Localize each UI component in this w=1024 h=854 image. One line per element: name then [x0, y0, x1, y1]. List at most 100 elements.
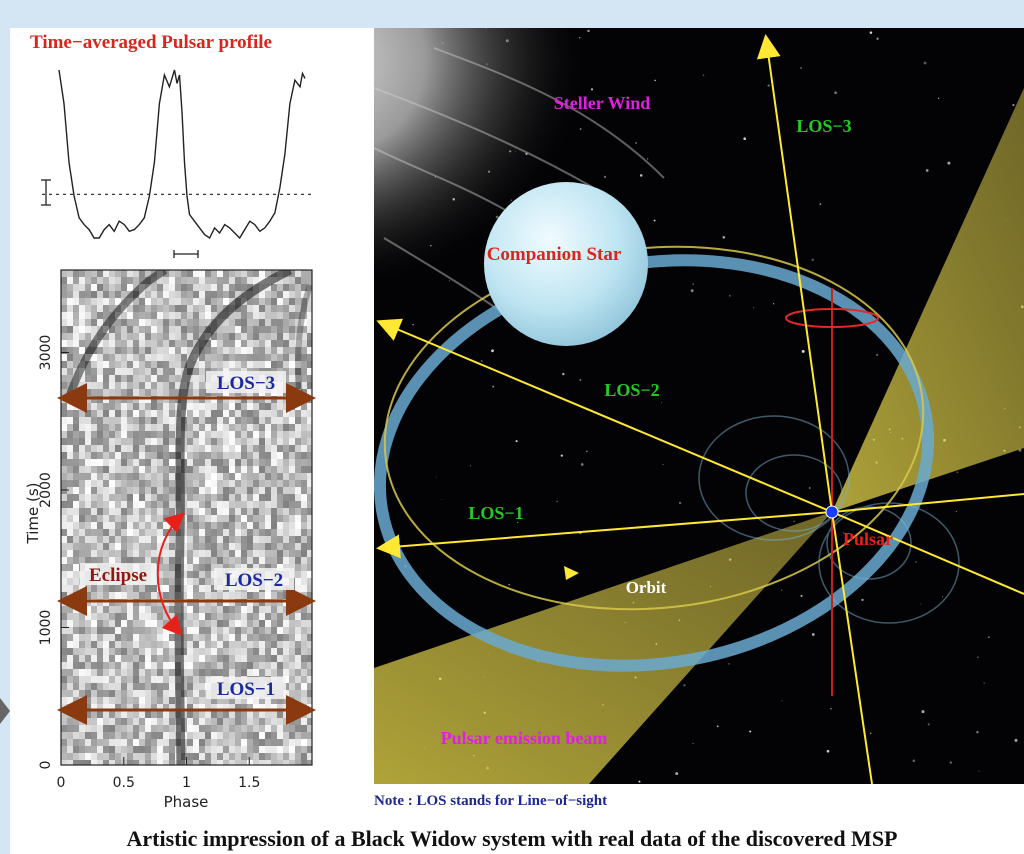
heatmap-cell	[163, 557, 169, 564]
heatmap-cell	[217, 480, 223, 487]
heatmap-cell	[109, 515, 115, 522]
heatmap-cell	[223, 354, 229, 361]
emission-beam-label: Pulsar emission beam	[441, 728, 608, 748]
heatmap-cell	[67, 606, 73, 613]
heatmap-cell	[211, 312, 217, 319]
heatmap-cell	[115, 676, 121, 683]
heatmap-cell	[223, 620, 229, 627]
heatmap-cell	[121, 375, 127, 382]
heatmap-cell	[187, 725, 193, 732]
star	[683, 684, 686, 687]
heatmap-cell	[289, 634, 295, 641]
heatmap-cell	[229, 326, 235, 333]
heatmap-cell	[271, 522, 277, 529]
emission-beam-lower	[374, 512, 832, 784]
heatmap-cell	[169, 564, 175, 571]
heatmap-cell	[193, 382, 199, 389]
heatmap-cell	[115, 557, 121, 564]
heatmap-cell	[289, 291, 295, 298]
heatmap-cell	[295, 732, 301, 739]
heatmap-cell	[175, 340, 181, 347]
heatmap-cell	[97, 683, 103, 690]
heatmap-cell	[73, 270, 79, 277]
heatmap-cell	[109, 760, 115, 765]
heatmap-cell	[223, 445, 229, 452]
star	[441, 499, 443, 500]
heatmap-cell	[121, 277, 127, 284]
heatmap-cell	[259, 711, 265, 718]
heatmap-cell	[187, 438, 193, 445]
heatmap-cell	[211, 494, 217, 501]
heatmap-cell	[103, 676, 109, 683]
heatmap-cell	[193, 417, 199, 424]
heatmap-cell	[205, 739, 211, 746]
heatmap-cell	[169, 641, 175, 648]
heatmap-cell	[205, 277, 211, 284]
heatmap-cell	[217, 627, 223, 634]
heatmap-cell	[151, 340, 157, 347]
heatmap-cell	[103, 753, 109, 760]
heatmap-cell	[199, 606, 205, 613]
heatmap-cell	[109, 424, 115, 431]
heatmap-cell	[121, 634, 127, 641]
heatmap-cell	[85, 718, 91, 725]
heatmap-cell	[139, 501, 145, 508]
heatmap-cell	[145, 683, 151, 690]
heatmap-cell	[211, 403, 217, 410]
heatmap-cell	[223, 613, 229, 620]
heatmap-cell	[157, 578, 163, 585]
heatmap-cell	[103, 424, 109, 431]
heatmap-cell	[85, 627, 91, 634]
heatmap-cell	[277, 739, 283, 746]
heatmap-cell	[223, 725, 229, 732]
heatmap-cell	[115, 585, 121, 592]
heatmap-cell	[127, 613, 133, 620]
heatmap-cell	[115, 431, 121, 438]
heatmap-cell	[271, 592, 277, 599]
heatmap-cell	[67, 718, 73, 725]
heatmap-cell	[109, 592, 115, 599]
heatmap-cell	[79, 508, 85, 515]
heatmap-cell	[145, 445, 151, 452]
heatmap-cell	[253, 480, 259, 487]
heatmap-cell	[115, 669, 121, 676]
magnetic-field-loops	[698, 415, 960, 624]
heatmap-cell	[145, 410, 151, 417]
heatmap-cell	[103, 277, 109, 284]
heatmap-cell	[265, 501, 271, 508]
heatmap-cell	[247, 480, 253, 487]
heatmap-cell	[91, 473, 97, 480]
heatmap-cell	[97, 739, 103, 746]
heatmap-cell	[247, 410, 253, 417]
slide-nav-arrow-icon[interactable]	[0, 698, 10, 724]
heatmap-cell	[283, 557, 289, 564]
heatmap-cell	[91, 277, 97, 284]
heatmap-cell	[115, 732, 121, 739]
heatmap-cell	[229, 515, 235, 522]
heatmap-cell	[301, 571, 307, 578]
heatmap-cell	[211, 361, 217, 368]
heatmap-cell	[199, 739, 205, 746]
heatmap-cell	[247, 627, 253, 634]
heatmap-cell	[67, 746, 73, 753]
heatmap-cell	[211, 305, 217, 312]
heatmap-cell	[133, 333, 139, 340]
heatmap-cell	[163, 298, 169, 305]
heatmap-cell	[67, 291, 73, 298]
heatmap-cell	[253, 494, 259, 501]
heatmap-cell	[229, 529, 235, 536]
phase-width-marker	[173, 250, 199, 258]
heatmap-cell	[289, 690, 295, 697]
heatmap-cell	[97, 459, 103, 466]
heatmap-cell	[139, 354, 145, 361]
heatmap-cell	[223, 641, 229, 648]
heatmap-cell	[295, 291, 301, 298]
heatmap-cell	[73, 424, 79, 431]
heatmap-cell	[127, 459, 133, 466]
heatmap-cell	[199, 662, 205, 669]
heatmap-cell	[151, 669, 157, 676]
heatmap-cell	[253, 340, 259, 347]
heatmap-cell	[271, 725, 277, 732]
heatmap-cell	[259, 543, 265, 550]
heatmap-cell	[295, 333, 301, 340]
